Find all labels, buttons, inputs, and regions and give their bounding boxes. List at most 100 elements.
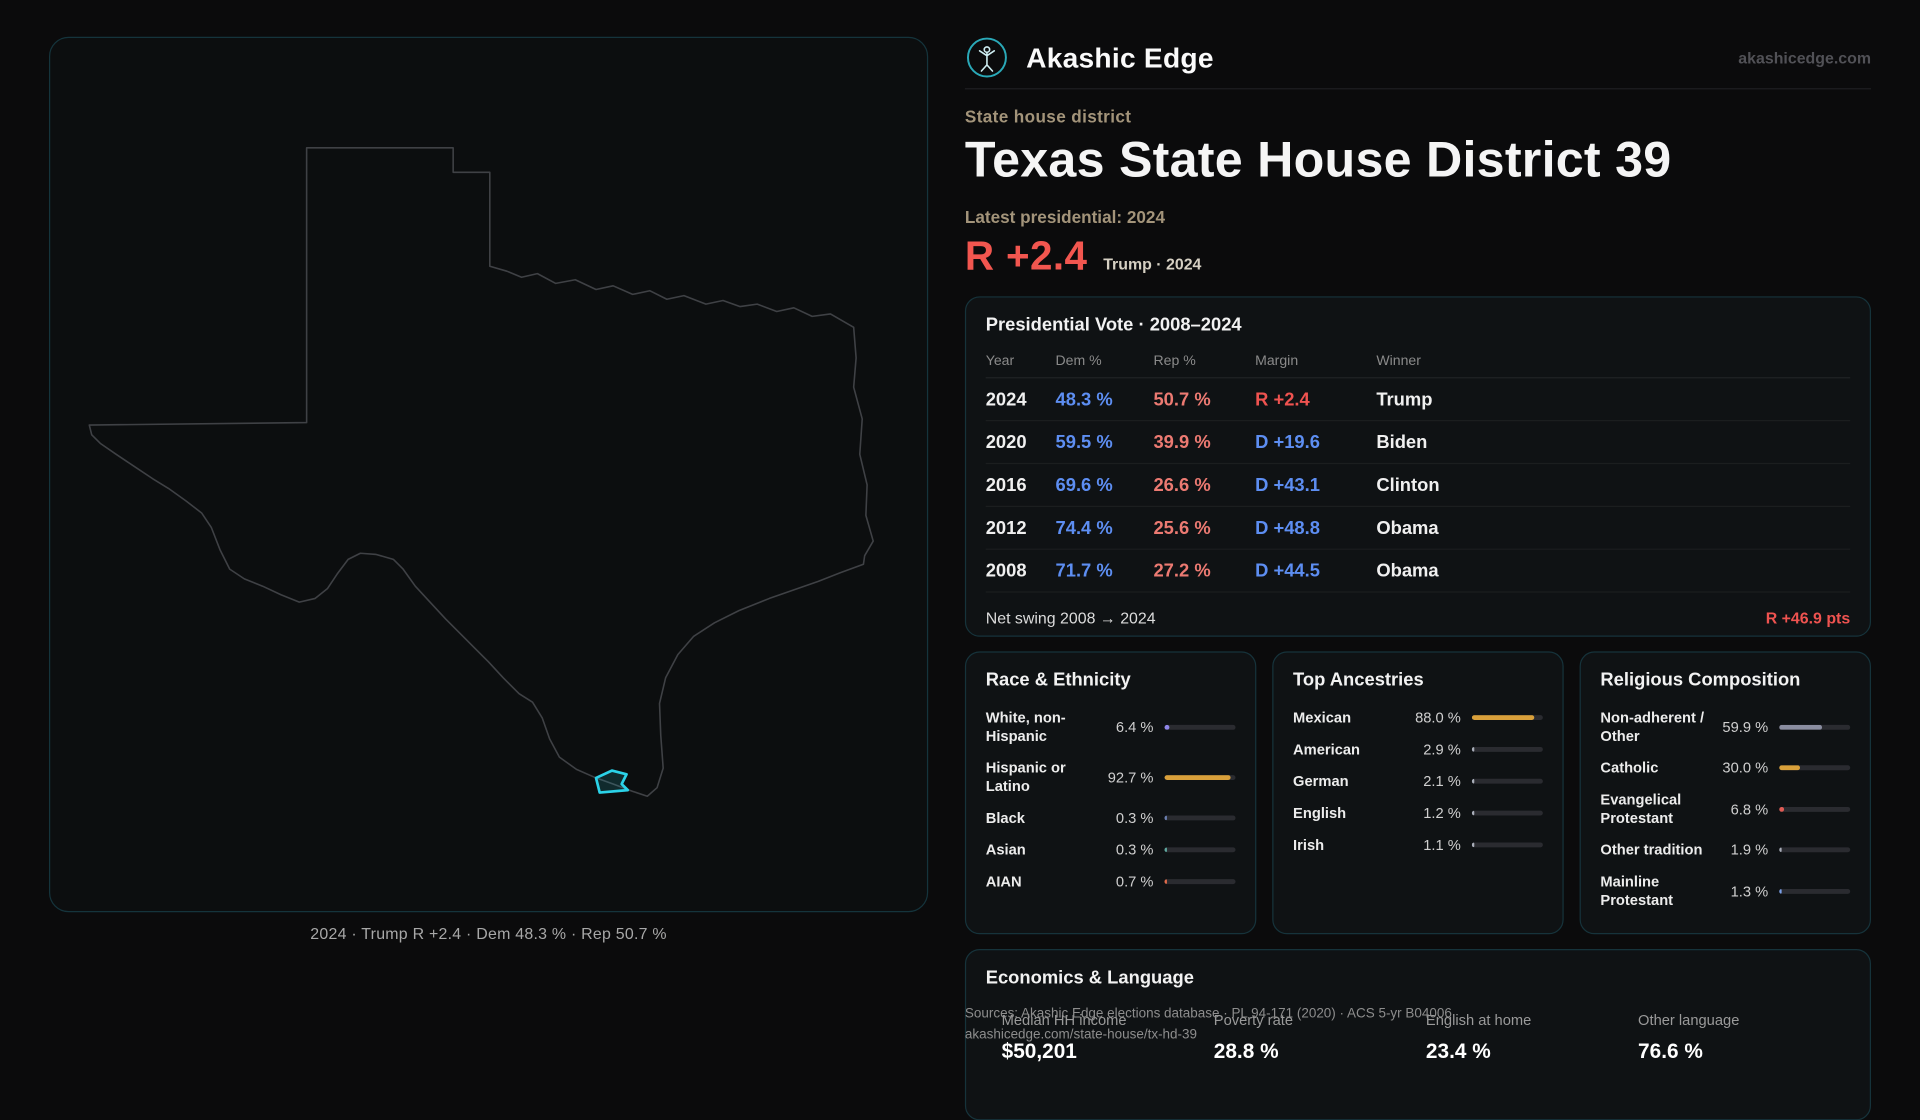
cell-dem: 48.3 % xyxy=(1055,388,1113,410)
bar-track xyxy=(1164,815,1236,821)
headline-margin-note: Trump · 2024 xyxy=(1103,254,1202,274)
presidential-vote-card: Presidential Vote · 2008–2024 Year Dem %… xyxy=(964,296,1872,637)
cell-year: 2016 xyxy=(985,474,1027,496)
page-title: Texas State House District 39 xyxy=(964,131,1672,188)
cell-year: 2024 xyxy=(985,388,1027,410)
list-item: American 2.9 % xyxy=(1293,733,1543,765)
bar-track xyxy=(1164,879,1236,885)
stat-value: 76.6 % xyxy=(1638,1039,1703,1063)
ancestries-card-title: Top Ancestries xyxy=(1293,669,1424,691)
ancestry-label: English xyxy=(1293,803,1347,822)
cell-margin: D +43.1 xyxy=(1255,474,1320,496)
net-swing-row: Net swing 2008 → 2024 R +46.9 pts xyxy=(986,593,1850,627)
col-year: Year xyxy=(985,353,1015,369)
race-value: 0.3 % xyxy=(1115,841,1154,859)
list-item: AIAN 0.7 % xyxy=(986,866,1236,898)
bar-fill xyxy=(1779,888,1782,894)
ancestry-label: German xyxy=(1293,772,1349,790)
cell-dem: 71.7 % xyxy=(1055,560,1113,582)
texas-map xyxy=(88,147,875,798)
cell-rep: 39.9 % xyxy=(1153,431,1211,453)
bar-fill xyxy=(1164,879,1167,885)
religion-label: Catholic xyxy=(1600,758,1659,776)
religion-value: 30.0 % xyxy=(1722,759,1769,777)
cell-rep: 25.6 % xyxy=(1153,517,1211,539)
cell-winner: Clinton xyxy=(1376,474,1440,496)
bar-track xyxy=(1164,774,1236,780)
ancestry-value: 2.9 % xyxy=(1423,740,1461,758)
list-item: English 1.2 % xyxy=(1293,797,1543,829)
race-ethnicity-card: Race & Ethnicity White, non-Hispanic 6.4… xyxy=(964,651,1257,935)
list-item: Other tradition 1.9 % xyxy=(1600,834,1851,866)
cell-winner: Trump xyxy=(1376,388,1433,410)
net-swing-value: R +46.9 pts xyxy=(1765,608,1851,627)
religion-value: 6.8 % xyxy=(1730,800,1769,818)
race-label: White, non-Hispanic xyxy=(985,708,1066,744)
race-value: 6.4 % xyxy=(1115,718,1154,736)
permalink[interactable]: akashicedge.com/state-house/tx-hd-39 xyxy=(964,1027,1198,1043)
stat-label: English at home xyxy=(1425,1011,1532,1029)
cell-year: 2008 xyxy=(985,560,1027,582)
stat-label: Poverty rate xyxy=(1213,1011,1294,1029)
cell-dem: 59.5 % xyxy=(1055,431,1113,453)
header-domain-link[interactable]: akashicedge.com xyxy=(1738,48,1872,67)
col-margin: Margin xyxy=(1255,353,1299,369)
cell-dem: 69.6 % xyxy=(1055,474,1113,496)
list-item: Asian 0.3 % xyxy=(986,834,1236,866)
bar-fill xyxy=(1779,765,1801,771)
col-winner: Winner xyxy=(1376,353,1421,369)
presidential-card-title: Presidential Vote · 2008–2024 xyxy=(985,314,1242,336)
bar-track xyxy=(1779,765,1851,771)
list-item: Irish 1.1 % xyxy=(1293,829,1543,861)
religion-label: Other tradition xyxy=(1600,840,1703,858)
brand-name: Akashic Edge xyxy=(1026,41,1214,73)
ancestry-label: Mexican xyxy=(1293,708,1352,726)
list-item: Catholic 30.0 % xyxy=(1600,752,1851,784)
table-row: 2012 74.4 % 25.6 % D +48.8 Obama xyxy=(985,507,1851,550)
stat-value: 28.8 % xyxy=(1213,1039,1279,1063)
district-map-panel xyxy=(48,36,929,913)
texas-outline xyxy=(88,147,875,798)
cell-rep: 27.2 % xyxy=(1153,560,1211,582)
bar-fill xyxy=(1779,724,1822,730)
list-item: Mainline Protestant 1.3 % xyxy=(1600,866,1851,916)
presidential-table-header: Year Dem % Rep % Margin Winner xyxy=(985,347,1851,379)
bar-fill xyxy=(1471,842,1475,848)
district-type-kicker: State house district xyxy=(964,106,1132,127)
bar-track xyxy=(1779,724,1851,730)
race-label: AIAN xyxy=(985,872,1022,890)
cell-winner: Obama xyxy=(1376,517,1439,539)
district-39-shape[interactable] xyxy=(594,769,630,794)
cell-winner: Obama xyxy=(1376,560,1439,582)
bar-fill xyxy=(1164,815,1167,821)
ancestry-value: 2.1 % xyxy=(1423,772,1461,790)
religion-card: Religious Composition Non-adherent / Oth… xyxy=(1579,651,1872,935)
cell-winner: Biden xyxy=(1376,431,1428,453)
ancestry-value: 1.1 % xyxy=(1423,836,1461,854)
cell-rep: 50.7 % xyxy=(1153,388,1211,410)
bar-fill xyxy=(1779,806,1785,812)
net-swing-label: Net swing 2008 → 2024 xyxy=(985,608,1156,627)
table-row: 2024 48.3 % 50.7 % R +2.4 Trump xyxy=(985,378,1851,422)
col-rep: Rep % xyxy=(1153,353,1196,369)
bar-fill xyxy=(1471,778,1475,784)
bar-fill xyxy=(1471,746,1475,752)
header-divider xyxy=(964,88,1872,90)
cell-margin: R +2.4 xyxy=(1255,388,1310,410)
bar-track xyxy=(1779,806,1851,812)
religion-card-title: Religious Composition xyxy=(1600,669,1801,691)
list-item: Non-adherent / Other 59.9 % xyxy=(1600,702,1851,752)
bar-track xyxy=(1471,778,1543,784)
site-header: Akashic Edge akashicedge.com xyxy=(965,33,1871,82)
race-label: Black xyxy=(985,808,1025,826)
stat-label: Median HH income xyxy=(1001,1011,1127,1029)
religion-value: 1.3 % xyxy=(1730,882,1769,900)
bar-fill xyxy=(1471,715,1535,720)
race-value: 0.7 % xyxy=(1115,873,1154,891)
list-item: Evangelical Protestant 6.8 % xyxy=(1600,784,1851,834)
table-row: 2016 69.6 % 26.6 % D +43.1 Clinton xyxy=(985,464,1851,507)
bar-track xyxy=(1779,888,1851,894)
cell-margin: D +44.5 xyxy=(1255,560,1320,582)
bar-track xyxy=(1164,724,1236,730)
race-label: Hispanic or Latino xyxy=(985,758,1066,795)
